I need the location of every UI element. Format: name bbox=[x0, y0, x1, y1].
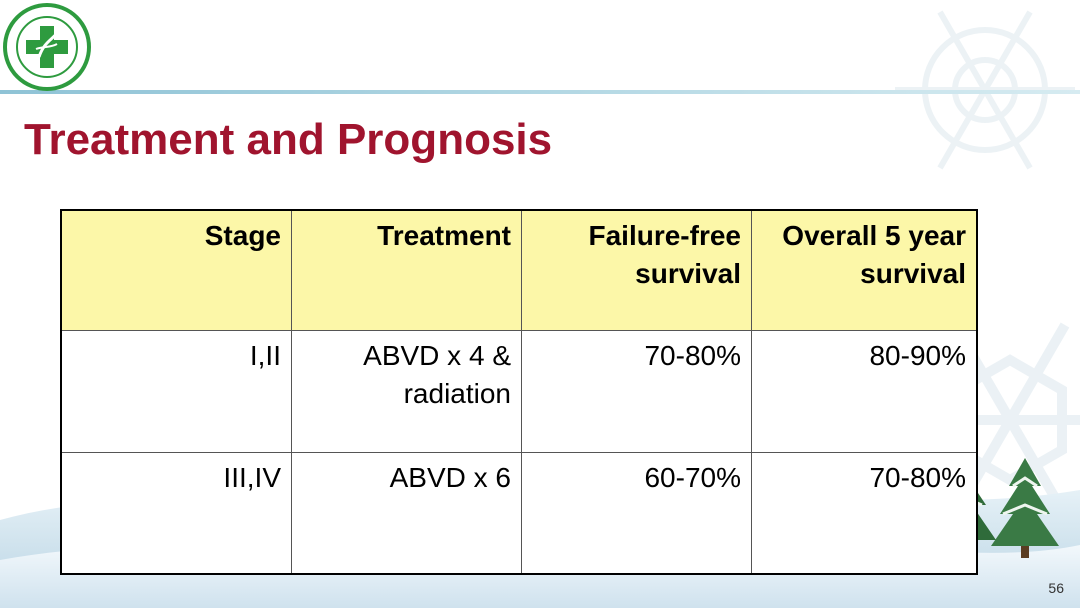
table-cell: ABVD x 6 bbox=[291, 451, 522, 575]
table-cell: ABVD x 4 & radiation bbox=[291, 329, 522, 453]
table-cell: 80-90% bbox=[751, 329, 978, 453]
table-cell: 70-80% bbox=[521, 329, 752, 453]
table-header-cell: Failure-free survival bbox=[521, 209, 752, 331]
table-header-row: Stage Treatment Failure-free survival Ov… bbox=[60, 209, 978, 331]
header-rule bbox=[0, 90, 1080, 94]
table-header-cell: Treatment bbox=[291, 209, 522, 331]
pine-tree-icon bbox=[991, 458, 1059, 558]
table-cell: III,IV bbox=[60, 451, 292, 575]
table-cell: 70-80% bbox=[751, 451, 978, 575]
table-header-cell: Stage bbox=[60, 209, 292, 331]
page-number: 56 bbox=[1048, 580, 1064, 596]
treatment-table: Stage Treatment Failure-free survival Ov… bbox=[60, 209, 978, 575]
table-cell: 60-70% bbox=[521, 451, 752, 575]
slide-title: Treatment and Prognosis bbox=[24, 115, 553, 164]
table-cell: I,II bbox=[60, 329, 292, 453]
hospital-cross-logo-icon bbox=[3, 3, 91, 91]
table-row: III,IV ABVD x 6 60-70% 70-80% bbox=[60, 451, 978, 575]
table-row: I,II ABVD x 4 & radiation 70-80% 80-90% bbox=[60, 329, 978, 453]
table-header-cell: Overall 5 year survival bbox=[751, 209, 978, 331]
